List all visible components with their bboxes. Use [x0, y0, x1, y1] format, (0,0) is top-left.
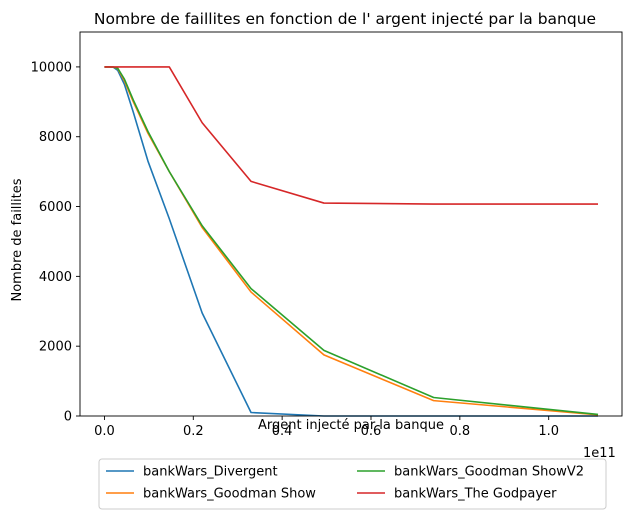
y-tick-label: 2000	[39, 340, 72, 355]
legend-label: bankWars_Divergent	[143, 465, 278, 480]
plot-frame	[79, 31, 623, 417]
legend-label: bankWars_Goodman Show	[143, 487, 316, 502]
y-tick-label: 4000	[39, 270, 72, 285]
x-tick-label: 0.6	[361, 424, 382, 439]
legend: bankWars_Divergent bankWars_Goodman Show b…	[98, 458, 607, 510]
x-tick-label: 0.8	[450, 424, 471, 439]
y-axis-title: Nombre de faillites	[10, 178, 25, 301]
plot-area	[79, 31, 623, 417]
x-offset-label: 1e11	[583, 446, 616, 461]
x-axis: 0.0 0.2 0.4 0.6 0.8 1.0	[94, 416, 559, 439]
series-line-0	[104, 66, 599, 417]
x-tick-label: 0.0	[94, 424, 115, 439]
x-tick-label: 0.4	[272, 424, 293, 439]
y-tick-label: 0	[64, 410, 72, 425]
y-tick-label: 6000	[39, 200, 72, 215]
chart-title: Nombre de faillites en fonction de l' ar…	[94, 10, 596, 28]
x-tick-label: 1.0	[538, 424, 559, 439]
x-axis-title: Argent injecté par la banque	[258, 418, 444, 433]
y-tick-label: 10000	[31, 60, 72, 75]
series-line-3	[104, 66, 599, 205]
x-tick-label: 0.2	[183, 424, 204, 439]
legend-label: bankWars_Goodman ShowV2	[394, 465, 584, 480]
y-tick-label: 8000	[39, 130, 72, 145]
legend-label: bankWars_The Godpayer	[394, 487, 557, 502]
legend-frame	[98, 458, 607, 510]
y-axis: 0 2000 4000 6000 8000 10000	[31, 60, 80, 425]
series-line-2	[104, 66, 599, 416]
